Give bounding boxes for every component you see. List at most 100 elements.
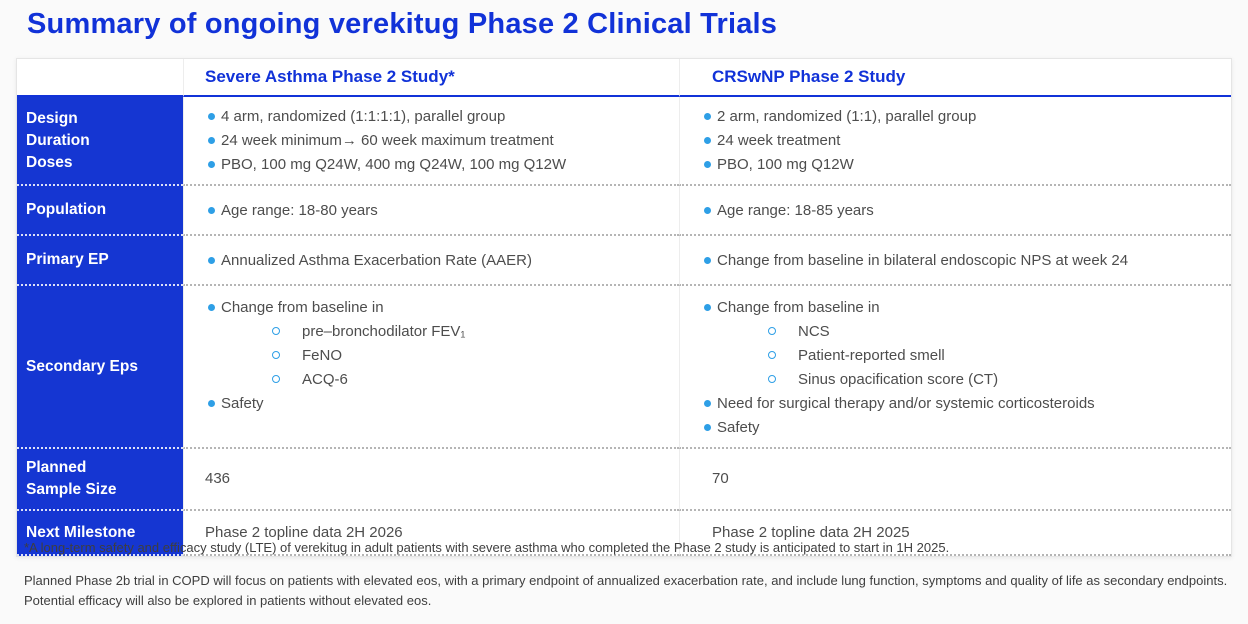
row-label-line: Population (26, 201, 107, 218)
bullet-item: PBO, 100 mg Q12W (680, 153, 1221, 176)
bullet-dot-icon (208, 137, 215, 144)
table-row-planned-sample-size: Planned Sample Size 436 70 (17, 449, 1231, 511)
bullet-text: Annualized Asthma Exacerbation Rate (AAE… (221, 251, 532, 269)
bullet-dot-icon (208, 113, 215, 120)
bullet-dot-icon (704, 304, 711, 311)
row-label-primary-ep: Primary EP (17, 236, 183, 286)
sub-bullet-item: FeNO (184, 344, 669, 367)
row-label-line: Primary EP (26, 251, 109, 268)
bullet-text: 4 arm, randomized (1:1:1:1), parallel gr… (221, 108, 506, 125)
sub-bullet-item: ACQ-6 (184, 368, 669, 391)
bullet-dot-icon (208, 256, 215, 264)
bullet-item: PBO, 100 mg Q24W, 400 mg Q24W, 100 mg Q1… (184, 153, 669, 176)
bullet-text: Age range: 18-85 years (717, 201, 874, 219)
bullet-dot-icon (704, 256, 711, 264)
row-label-planned-sample-size: Planned Sample Size (17, 449, 183, 511)
circle-bullet-icon (768, 375, 776, 383)
bullet-dot-icon (704, 424, 711, 431)
cell-crswnp-population: Age range: 18-85 years (679, 186, 1231, 236)
bullet-dot-icon (704, 206, 711, 214)
table-row-primary-ep: Primary EP Annualized Asthma Exacerbatio… (17, 236, 1231, 286)
bullet-item: Safety (680, 416, 1221, 439)
bullet-text: Sinus opacification score (CT) (798, 371, 999, 388)
circle-bullet-icon (272, 375, 280, 383)
bullet-item: Change from baseline in (184, 296, 669, 319)
sample-size-value: 436 (205, 470, 231, 487)
bullet-text: 24 week minimum→ 60 week maximum treatme… (221, 132, 554, 149)
cell-asthma-design: 4 arm, randomized (1:1:1:1), parallel gr… (183, 97, 679, 186)
sub-bullet-item: Patient-reported smell (680, 344, 1221, 367)
cell-asthma-population: Age range: 18-80 years (183, 186, 679, 236)
bullet-text: NCS (798, 323, 830, 340)
bullet-dot-icon (208, 400, 215, 407)
column-header-crswnp: CRSwNP Phase 2 Study (679, 59, 1231, 97)
bullet-item: Age range: 18-85 years (680, 199, 1221, 222)
table-row-population: Population Age range: 18-80 years Age ra… (17, 186, 1231, 236)
column-header-severe-asthma: Severe Asthma Phase 2 Study* (183, 59, 679, 97)
bullet-text: pre–bronchodilator FEV₁ (302, 323, 466, 340)
bullet-dot-icon (208, 206, 215, 214)
row-label-line: Secondary Eps (26, 357, 138, 375)
trials-table-card: Severe Asthma Phase 2 Study* CRSwNP Phas… (16, 58, 1232, 557)
bullet-dot-icon (208, 161, 215, 168)
table-row-next-milestone: Next Milestone Phase 2 topline data 2H 2… (17, 511, 1231, 556)
sub-bullet-item: Sinus opacification score (CT) (680, 368, 1221, 391)
bullet-text: 2 arm, randomized (1:1), parallel group (717, 108, 977, 125)
row-label-line: Design (26, 109, 78, 127)
cell-asthma-secondary-eps: Change from baseline in pre–bronchodilat… (183, 286, 679, 449)
cell-crswnp-design: 2 arm, randomized (1:1), parallel group … (679, 97, 1231, 186)
bullet-text: ACQ-6 (302, 371, 348, 388)
cell-asthma-next-milestone: Phase 2 topline data 2H 2026 (183, 511, 679, 556)
circle-bullet-icon (768, 327, 776, 335)
row-label-design-duration-doses: Design Duration Doses (17, 97, 183, 186)
bullet-item: Change from baseline in bilateral endosc… (680, 249, 1221, 272)
row-label-line: Duration (26, 131, 90, 149)
bullet-text: PBO, 100 mg Q12W (717, 156, 854, 173)
footnote-lte-study: *A long-term safety and efficacy study (… (24, 540, 950, 555)
bullet-text: 24 week treatment (717, 132, 841, 149)
bullet-text: PBO, 100 mg Q24W, 400 mg Q24W, 100 mg Q1… (221, 156, 567, 173)
bullet-dot-icon (704, 400, 711, 407)
table-row-secondary-eps: Secondary Eps Change from baseline in pr… (17, 286, 1231, 449)
page-title: Summary of ongoing verekitug Phase 2 Cli… (27, 8, 778, 40)
cell-crswnp-sample-size: 70 (679, 449, 1231, 511)
circle-bullet-icon (272, 327, 280, 335)
row-label-line: Doses (26, 153, 73, 171)
bullet-item: Change from baseline in (680, 296, 1221, 319)
sub-bullet-item: pre–bronchodilator FEV₁ (184, 320, 669, 343)
bullet-text: Change from baseline in bilateral endosc… (717, 251, 1129, 269)
bullet-text: FeNO (302, 347, 343, 364)
bullet-text: Safety (221, 395, 264, 412)
table-row-design-duration-doses: Design Duration Doses 4 arm, randomized … (17, 97, 1231, 186)
bullet-item: 24 week minimum→ 60 week maximum treatme… (184, 129, 669, 152)
bullet-text: Safety (717, 419, 760, 436)
row-label-line: Planned (26, 459, 87, 476)
bullet-text: Age range: 18-80 years (221, 201, 378, 219)
bullet-item: Annualized Asthma Exacerbation Rate (AAE… (184, 249, 669, 272)
cell-crswnp-secondary-eps: Change from baseline in NCS Patient-repo… (679, 286, 1231, 449)
footnotes: *A long-term safety and efficacy study (… (24, 538, 1228, 624)
row-label-secondary-eps: Secondary Eps (17, 286, 183, 449)
bullet-text: Patient-reported smell (798, 347, 945, 364)
footnote-copd-trial: Planned Phase 2b trial in COPD will focu… (24, 573, 1228, 609)
cell-asthma-sample-size: 436 (183, 449, 679, 511)
bullet-item: 4 arm, randomized (1:1:1:1), parallel gr… (184, 105, 669, 128)
bullet-dot-icon (704, 161, 711, 168)
header-spacer-cell (17, 59, 183, 97)
bullet-text: Change from baseline in (221, 299, 384, 316)
sample-size-value: 70 (712, 470, 729, 487)
row-label-line: Next Milestone (26, 523, 136, 541)
row-label-next-milestone: Next Milestone (17, 511, 183, 556)
table-header-row: Severe Asthma Phase 2 Study* CRSwNP Phas… (17, 59, 1231, 97)
row-label-population: Population (17, 186, 183, 236)
cell-asthma-primary-ep: Annualized Asthma Exacerbation Rate (AAE… (183, 236, 679, 286)
bullet-item: Age range: 18-80 years (184, 199, 669, 222)
bullet-item: 24 week treatment (680, 129, 1221, 152)
bullet-dot-icon (704, 113, 711, 120)
milestone-value: Phase 2 topline data 2H 2025 (712, 523, 910, 541)
circle-bullet-icon (768, 351, 776, 359)
circle-bullet-icon (272, 351, 280, 359)
bullet-dot-icon (208, 304, 215, 311)
row-label-line: Sample Size (26, 481, 117, 498)
bullet-item: Safety (184, 392, 669, 415)
